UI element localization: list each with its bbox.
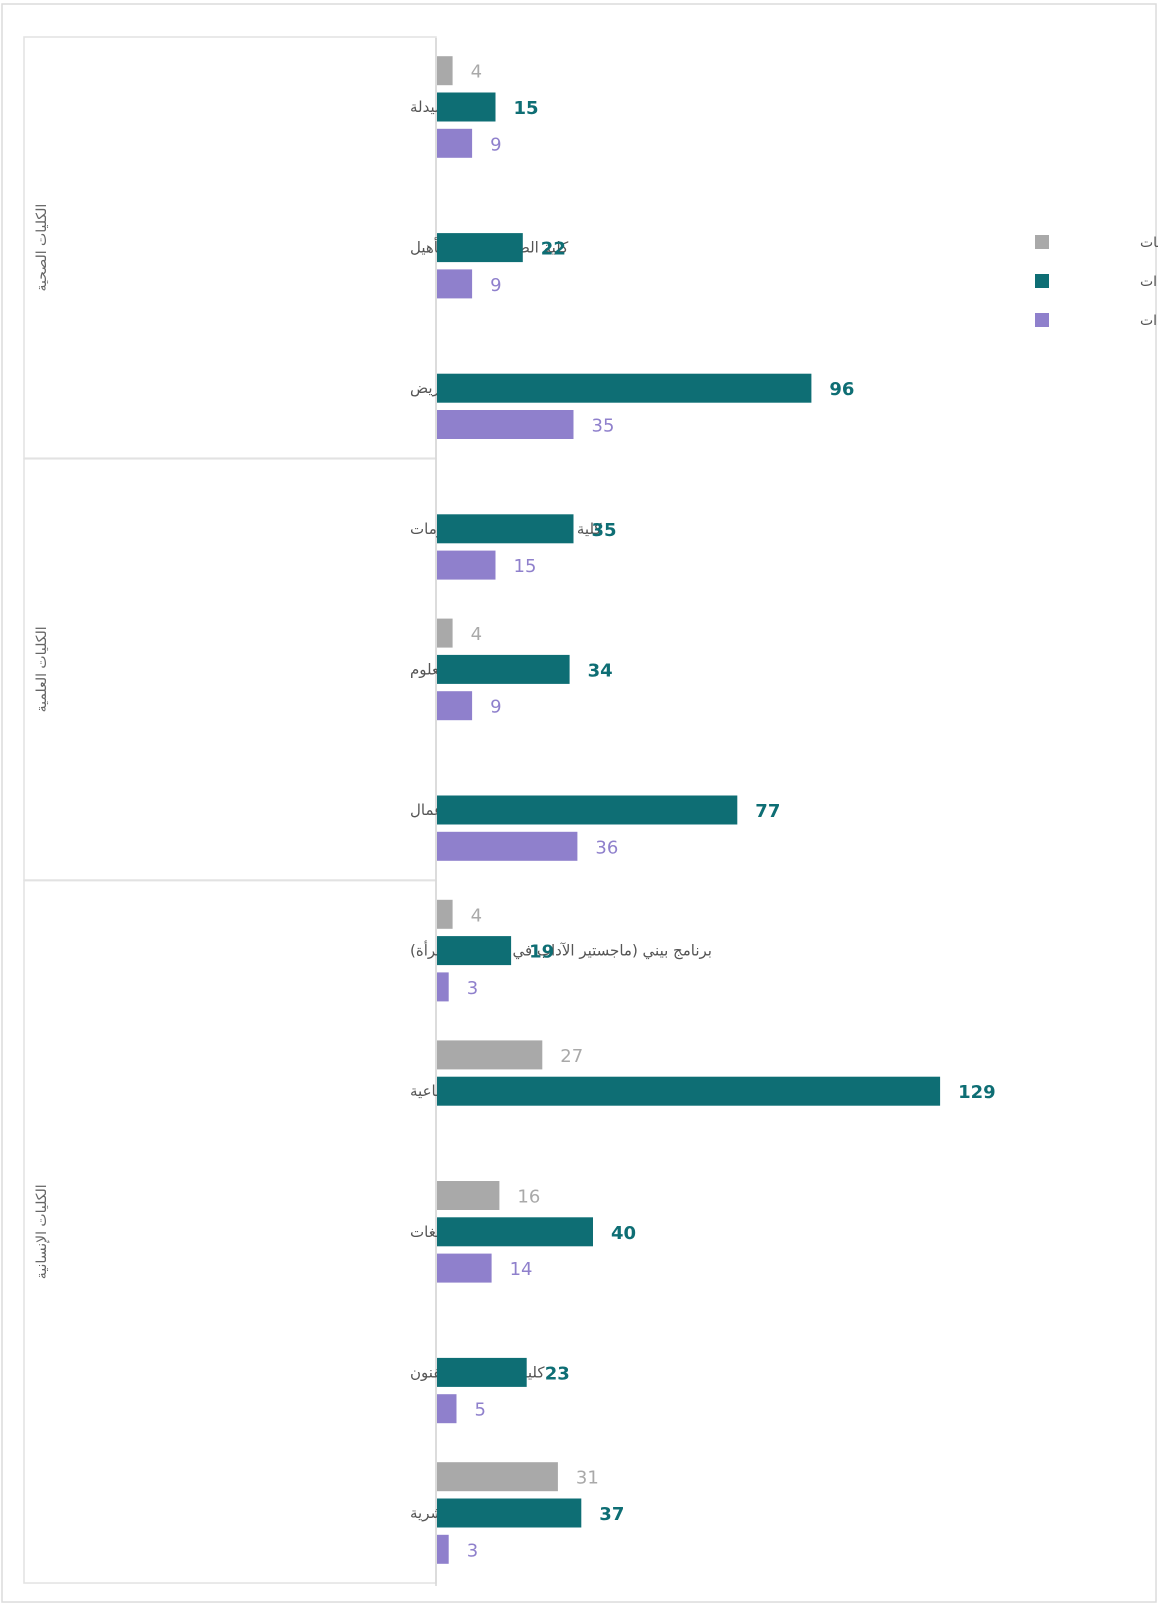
bar [437, 1498, 582, 1528]
bar [437, 92, 496, 122]
data-label: 15 [514, 556, 537, 577]
bar [437, 1253, 492, 1283]
data-label: 4 [471, 905, 482, 926]
bar [437, 1217, 593, 1247]
bar [437, 1181, 500, 1210]
data-label: 15 [514, 98, 539, 119]
bar [437, 1394, 457, 1424]
data-label: 22 [541, 239, 566, 260]
data-label: 34 [588, 660, 613, 681]
bar [437, 128, 473, 158]
bar [437, 56, 453, 86]
group-label: الكليات الصحية [34, 204, 50, 292]
group-panel [23, 36, 437, 459]
bar [437, 410, 574, 439]
bar [437, 795, 738, 825]
group-panels [23, 36, 437, 1584]
data-label: 19 [529, 942, 554, 963]
legend-swatch [1035, 235, 1049, 249]
group-label: الكليات الإنسانية [34, 1184, 50, 1279]
bar [437, 233, 523, 263]
bar [437, 373, 812, 403]
bar [437, 1076, 941, 1106]
legend-label: الخريجات [1140, 235, 1158, 251]
chart-frame [1, 3, 1157, 1603]
data-label: 14 [510, 1259, 533, 1280]
data-label: 16 [517, 1187, 540, 1208]
data-label: 9 [490, 275, 501, 296]
bar [437, 618, 453, 648]
group-panel [23, 458, 437, 881]
legend-swatch [1035, 313, 1049, 327]
data-label: 129 [958, 1082, 996, 1103]
data-label: 27 [560, 1046, 583, 1067]
data-label: 3 [467, 1540, 478, 1561]
bar [437, 691, 473, 721]
legend: الخريجات المقيدات المستجدات [1035, 235, 1158, 329]
data-label: 40 [611, 1223, 636, 1244]
data-label: 36 [595, 837, 618, 858]
bar [437, 1462, 558, 1492]
bar [437, 936, 512, 966]
bar [437, 1040, 543, 1070]
bar [437, 831, 578, 861]
data-label: 77 [755, 801, 780, 822]
bar [437, 269, 473, 299]
data-label: 96 [829, 379, 854, 400]
data-label: 23 [545, 1363, 570, 1384]
bar [437, 550, 496, 580]
data-label: 35 [592, 520, 617, 541]
bars-layer: 4159229963535154349773641932712916401423… [437, 56, 996, 1564]
bar [437, 514, 574, 544]
bar [437, 1534, 449, 1564]
data-label: 35 [592, 416, 615, 437]
bar [437, 1357, 527, 1387]
data-label: 3 [467, 978, 478, 999]
data-label: 9 [490, 134, 501, 155]
legend-swatch [1035, 274, 1049, 288]
data-label: 5 [475, 1400, 486, 1421]
data-label: 9 [490, 697, 501, 718]
bar [437, 972, 449, 1002]
bar [437, 899, 453, 929]
data-label: 4 [471, 62, 482, 83]
bar [437, 654, 570, 684]
legend-label: المستجدات [1140, 313, 1158, 329]
group-label: الكليات العلمية [34, 626, 50, 712]
data-label: 4 [471, 624, 482, 645]
data-label: 37 [599, 1504, 624, 1525]
legend-label: المقيدات [1140, 274, 1158, 290]
data-label: 31 [576, 1468, 599, 1489]
group-panel [23, 879, 437, 1584]
